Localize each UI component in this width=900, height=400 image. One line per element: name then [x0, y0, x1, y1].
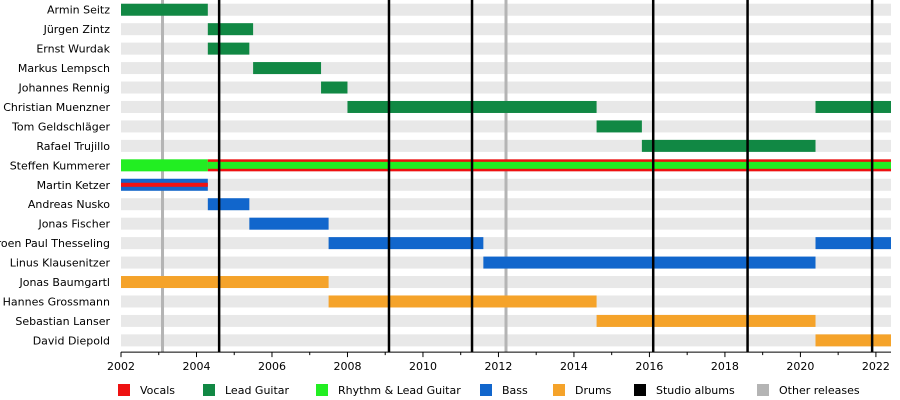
member-bar [328, 237, 484, 250]
legend-label: Vocals [140, 384, 175, 397]
member-label: Ernst Wurdak [36, 43, 110, 56]
legend-swatch [757, 384, 769, 396]
x-tick-label: 2014 [560, 360, 588, 373]
legend-label: Other releases [779, 384, 860, 397]
member-bar [321, 81, 348, 94]
x-tick-label: 2006 [258, 360, 286, 373]
member-bar [815, 237, 891, 250]
member-label: Tom Geldschläger [11, 120, 110, 133]
member-bar [596, 314, 816, 327]
member-bar [815, 334, 891, 347]
member-label: Linus Klausenitzer [10, 257, 111, 270]
member-bar [328, 295, 597, 308]
legend-swatch [203, 384, 215, 396]
member-labels: Armin Seitz Jürgen Zintz Ernst Wurdak Marku… [0, 4, 111, 348]
member-bar [596, 120, 642, 133]
member-bar [253, 62, 322, 75]
x-tick-label: 2012 [484, 360, 512, 373]
member-bar-inner [207, 161, 891, 169]
x-tick-label: 2022 [862, 360, 890, 373]
member-label: David Diepold [33, 334, 110, 347]
x-tick-label: 2004 [182, 360, 210, 373]
legend-swatch [553, 384, 565, 396]
member-bar [121, 3, 208, 16]
member-bar [249, 217, 329, 230]
legend-label: Studio albums [656, 384, 735, 397]
legend-label: Rhythm & Lead Guitar [338, 384, 461, 397]
member-label: Jeroen Paul Thesseling [0, 237, 110, 250]
legend: Vocals Lead Guitar Rhythm & Lead Guitar Bas… [118, 384, 860, 397]
x-tick-label: 2002 [107, 360, 135, 373]
studio-album-lines [217, 0, 874, 353]
x-tick-label: 2018 [711, 360, 739, 373]
x-tick-label: 2008 [333, 360, 361, 373]
legend-label: Bass [502, 384, 528, 397]
member-bar [641, 139, 816, 152]
member-label: Armin Seitz [47, 4, 110, 17]
legend-label: Drums [575, 384, 612, 397]
member-label: Steffen Kummerer [10, 159, 111, 172]
member-label: Andreas Nusko [28, 198, 110, 211]
member-label: Christian Muenzner [3, 101, 110, 114]
member-label: Sebastian Lanser [15, 315, 110, 328]
x-tick-label: 2020 [786, 360, 814, 373]
member-bar [207, 23, 254, 36]
other-release-lines [161, 0, 508, 353]
member-bar [121, 159, 208, 172]
legend-swatch [118, 384, 130, 396]
member-label: Rafael Trujillo [36, 140, 110, 153]
member-label: Jonas Baumgartl [18, 276, 110, 289]
member-bar [121, 276, 329, 289]
member-label: Hannes Grossmann [3, 295, 110, 308]
member-label: Johannes Rennig [17, 82, 110, 95]
legend-swatch [480, 384, 492, 396]
member-label: Jonas Fischer [37, 218, 110, 231]
legend-swatch [316, 384, 328, 396]
member-label: Martin Ketzer [37, 179, 111, 192]
x-tick-label: 2010 [409, 360, 437, 373]
member-bar [483, 256, 816, 269]
member-label: Markus Lempsch [18, 62, 110, 75]
member-bar [815, 100, 891, 113]
x-tick-label: 2016 [635, 360, 663, 373]
member-bar [207, 42, 250, 55]
member-bar-inner [121, 182, 208, 187]
legend-swatch [634, 384, 646, 396]
legend-label: Lead Guitar [225, 384, 290, 397]
x-axis: 2002 2004 2006 2008 2010 2012 2014 2016 2018 2020… [107, 351, 891, 373]
member-bar [207, 198, 250, 211]
member-label: Jürgen Zintz [43, 23, 111, 36]
